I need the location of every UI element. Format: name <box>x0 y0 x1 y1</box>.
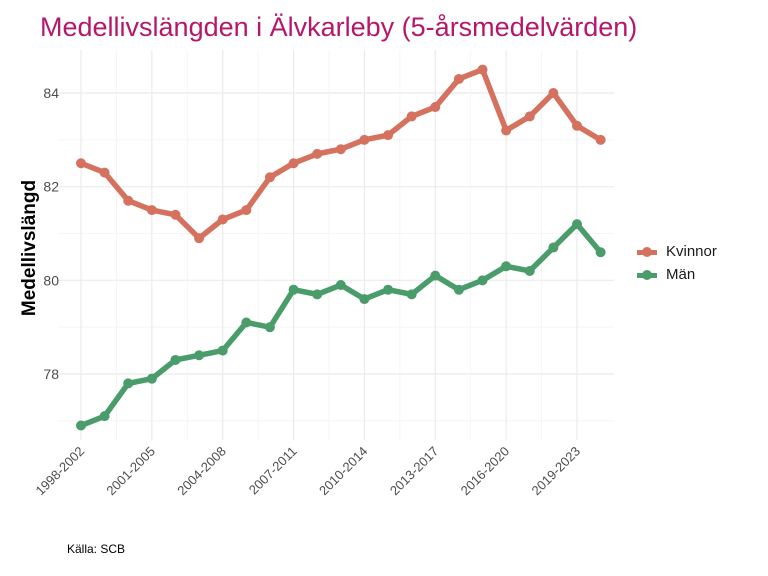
data-point <box>288 284 299 295</box>
data-point <box>76 420 86 431</box>
data-point <box>288 158 299 169</box>
data-point <box>501 261 512 272</box>
series-kvinnor <box>76 64 606 244</box>
series-man <box>76 219 606 431</box>
x-axis-ticks: 1998-2002 2001-2005 2004-2008 2007-2011 2010… <box>33 444 584 499</box>
x-tick-label: 2007-2011 <box>246 444 300 498</box>
data-point <box>501 125 512 136</box>
x-tick-label: 2001-2005 <box>103 444 158 499</box>
data-point <box>524 111 535 122</box>
data-point <box>572 219 582 230</box>
data-point <box>194 233 205 244</box>
data-point <box>453 284 464 295</box>
data-point <box>359 134 370 145</box>
data-point <box>312 148 323 159</box>
data-point <box>312 289 323 300</box>
legend: Kvinnor Män <box>637 240 717 286</box>
y-tick-label: 84 <box>43 85 59 101</box>
data-point <box>170 209 181 220</box>
series-group <box>76 64 606 431</box>
data-point <box>146 373 157 384</box>
data-point <box>99 167 110 178</box>
y-tick-label: 78 <box>43 366 59 382</box>
data-point <box>217 345 228 356</box>
legend-key-man <box>637 268 657 282</box>
data-point <box>194 350 205 361</box>
data-point <box>264 322 275 333</box>
x-tick-label: 2013-2017 <box>387 444 442 499</box>
chart-title: Medellivslängden i Älvkarleby (5-årsmede… <box>40 12 638 42</box>
legend-label-man: Män <box>666 266 696 283</box>
y-tick-label: 80 <box>43 272 59 288</box>
data-point <box>217 214 228 225</box>
data-point <box>430 102 441 113</box>
data-point <box>595 134 606 145</box>
data-point <box>548 242 559 253</box>
data-point <box>170 354 181 365</box>
data-point <box>76 158 86 169</box>
data-point <box>406 289 417 300</box>
x-tick-label: 1998-2002 <box>33 444 88 499</box>
data-point <box>123 195 134 206</box>
data-point <box>430 270 441 281</box>
data-point <box>595 247 606 258</box>
data-point <box>548 88 559 98</box>
x-tick-label: 2019-2023 <box>529 444 584 499</box>
data-point <box>453 73 464 84</box>
data-point <box>335 144 346 155</box>
data-point <box>359 294 370 305</box>
data-point <box>335 280 346 291</box>
legend-label-kvinnor: Kvinnor <box>666 243 717 260</box>
data-point <box>477 64 488 75</box>
data-point <box>524 265 535 276</box>
source-caption: Källa: SCB <box>67 542 126 556</box>
y-axis-ticks: 78 80 82 84 <box>43 85 59 382</box>
x-tick-label: 2016-2020 <box>458 444 513 499</box>
data-point <box>477 275 488 286</box>
data-point <box>406 111 417 122</box>
x-tick-label: 2010-2014 <box>316 444 371 499</box>
data-point <box>383 284 394 295</box>
legend-item-kvinnor: Kvinnor <box>637 240 717 263</box>
legend-key-kvinnor <box>637 245 657 259</box>
data-point <box>241 205 252 216</box>
data-point <box>264 172 275 183</box>
data-point <box>123 378 134 389</box>
data-point <box>241 317 252 328</box>
y-tick-label: 82 <box>43 179 59 195</box>
data-point <box>146 205 157 216</box>
data-point <box>383 130 394 141</box>
x-tick-label: 2004-2008 <box>174 444 229 499</box>
data-point <box>572 120 582 131</box>
series-line <box>78 221 604 429</box>
grid-lines <box>58 50 614 440</box>
data-point <box>99 411 110 422</box>
legend-item-man: Män <box>637 263 717 286</box>
